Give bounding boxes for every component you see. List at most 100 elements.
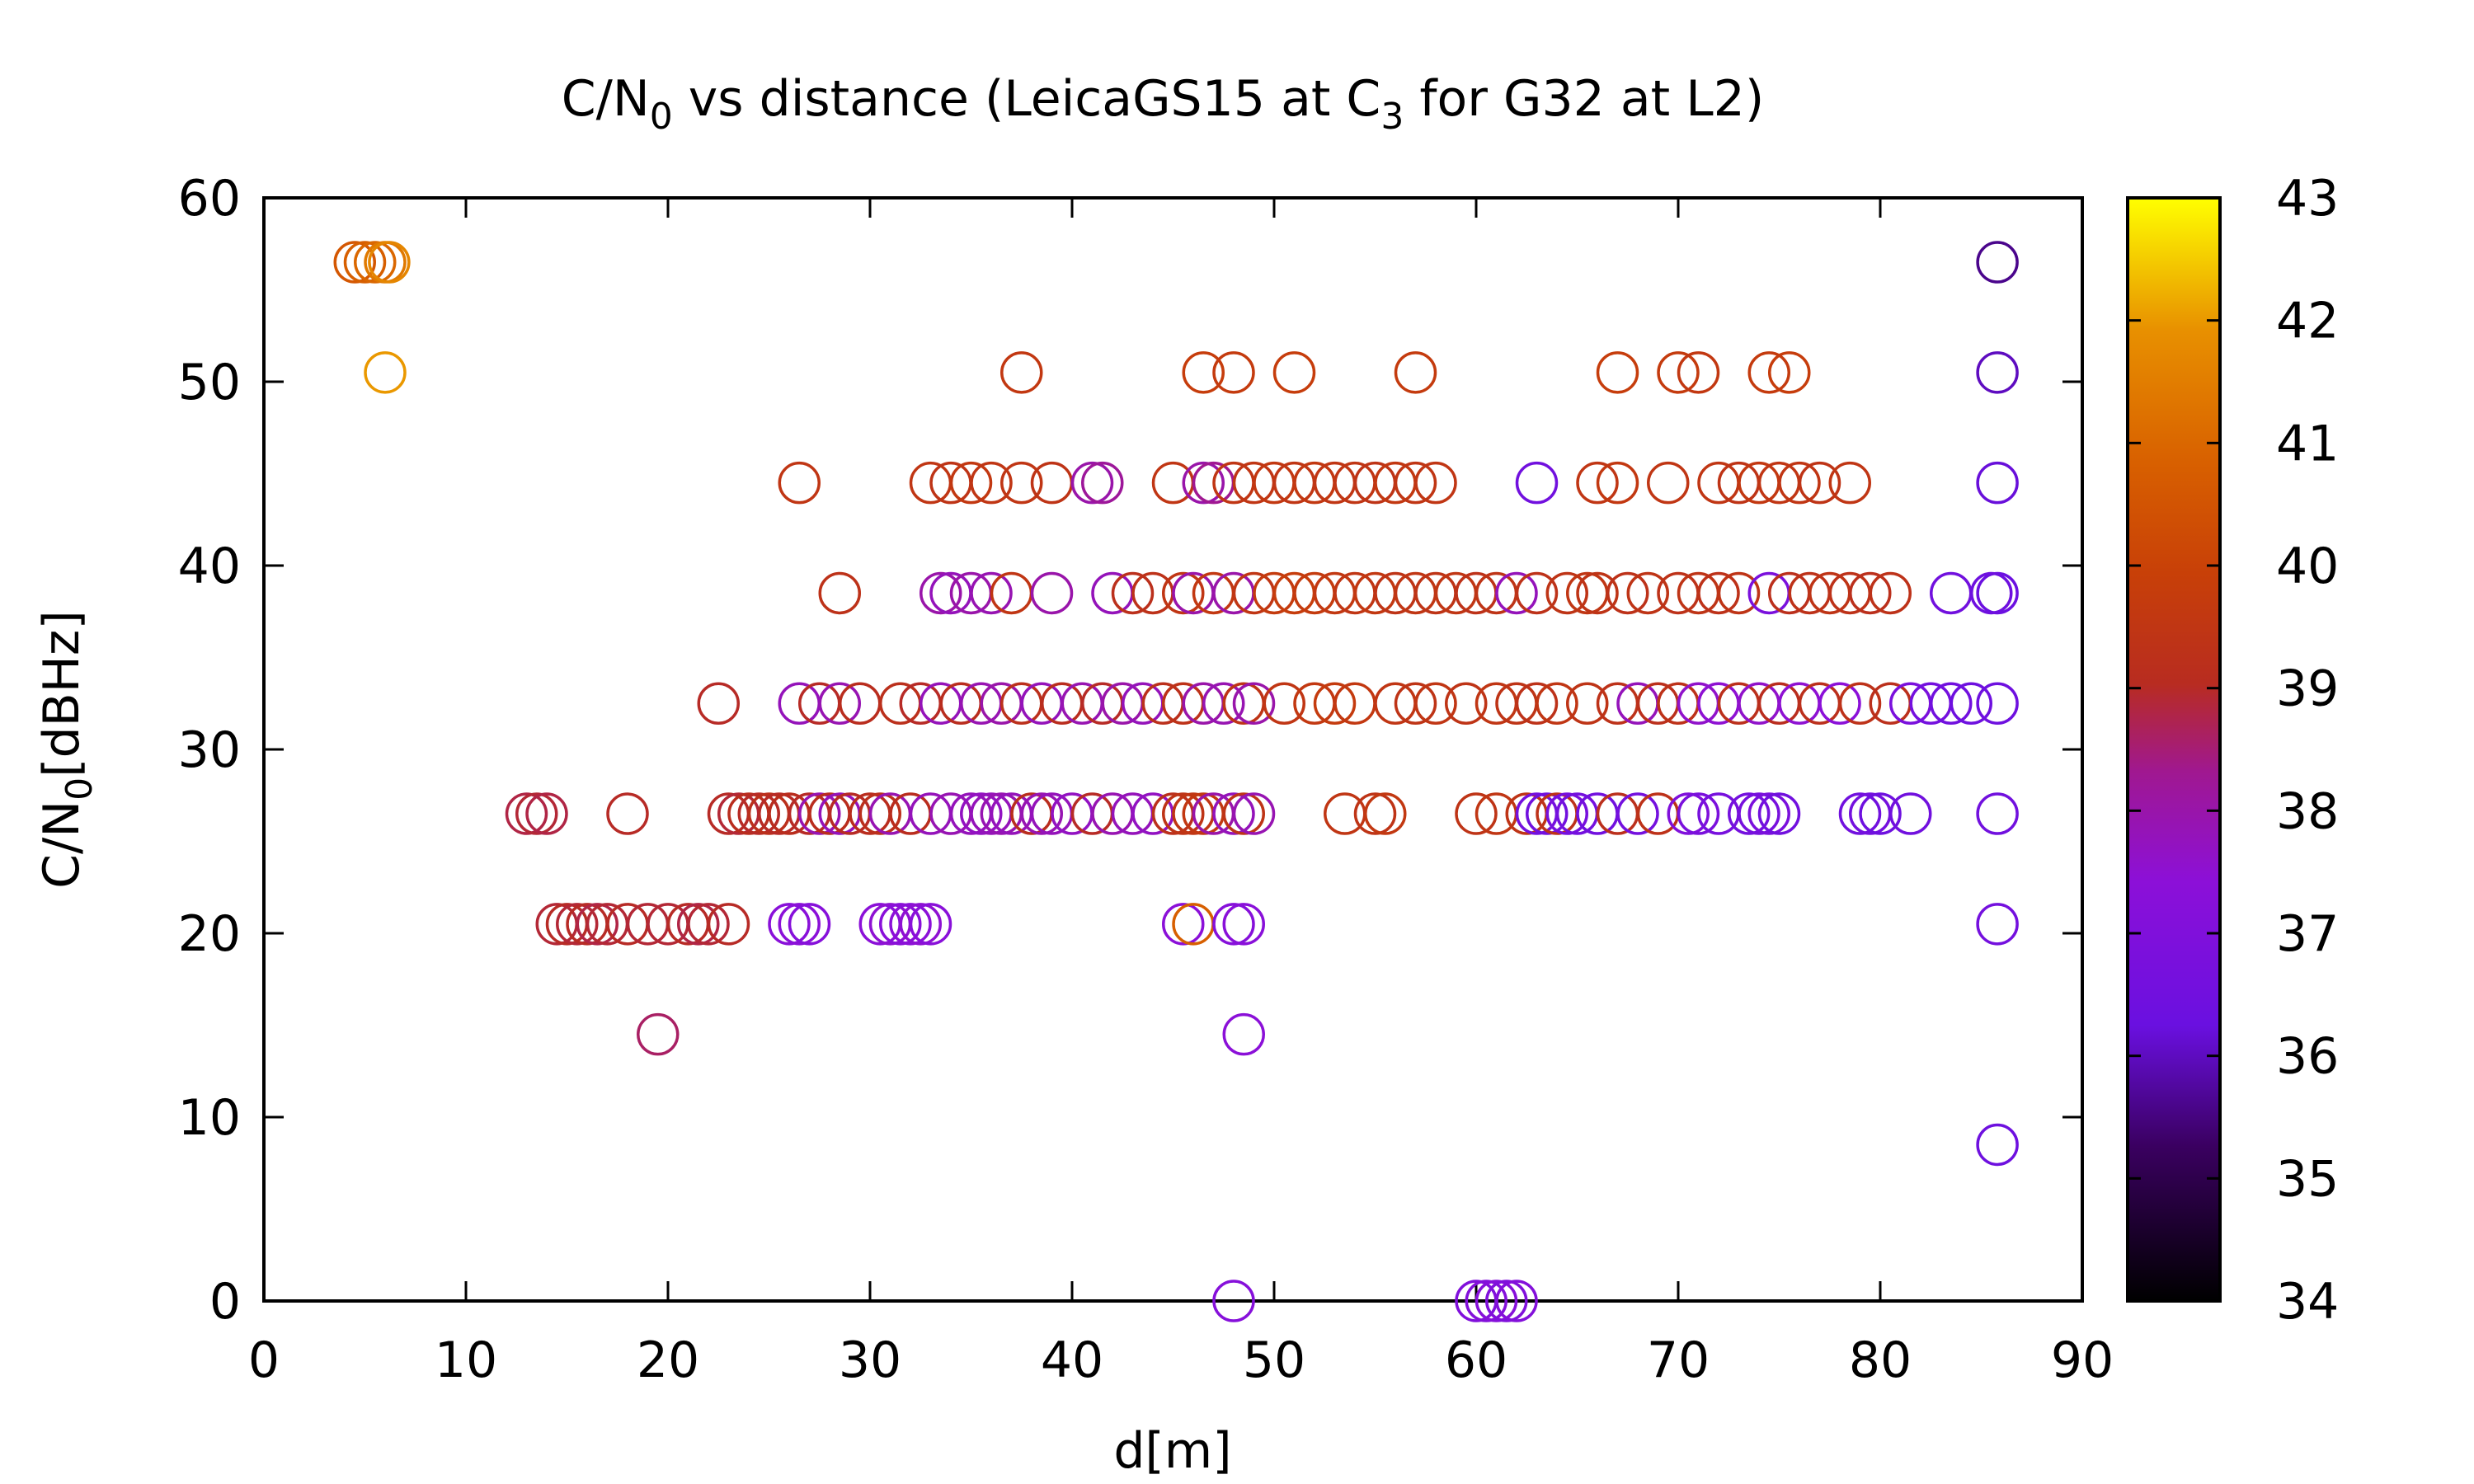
- data-point: [1182, 461, 1225, 505]
- data-point: [889, 903, 932, 946]
- y-axis-title: C/N0[dBHz]: [33, 610, 101, 889]
- data-point: [354, 241, 397, 284]
- data-point: [1728, 792, 1771, 835]
- plot-area: [262, 196, 2084, 1303]
- data-point: [1202, 682, 1245, 725]
- axis-tick-labels: 0 10 20 30 40 50 60 70 80 90 0 10 20 30 40 50 60: [178, 170, 2114, 1389]
- data-point: [1930, 571, 1973, 615]
- colorbar-tick-label: 37: [2276, 905, 2339, 963]
- colorbar-ticks: 34 35 36 37 38 39 40 41 42 43: [2128, 170, 2339, 1331]
- data-point: [1818, 682, 1861, 725]
- data-point: [515, 792, 558, 835]
- x-axis-title: d[m]: [1113, 1422, 1231, 1480]
- data-point: [1414, 461, 1457, 505]
- data-point: [687, 903, 730, 946]
- x-tick-label: 60: [1445, 1331, 1507, 1389]
- data-point: [1566, 682, 1609, 725]
- colorbar-tick-label: 43: [2276, 170, 2339, 228]
- data-point: [1232, 682, 1276, 725]
- data-point: [1677, 792, 1720, 835]
- data-point: [920, 571, 962, 615]
- data-point: [1212, 1280, 1255, 1322]
- axis-ticks: [262, 196, 2084, 1303]
- y-tick-label: 10: [178, 1089, 241, 1147]
- data-point: [1647, 461, 1690, 505]
- data-point: [1667, 792, 1710, 835]
- data-point: [1414, 682, 1457, 725]
- data-point: [1976, 903, 2019, 946]
- data-point: [1272, 351, 1316, 394]
- data-point: [1970, 571, 2013, 615]
- data-point: [1182, 351, 1225, 394]
- data-point: [1768, 351, 1811, 394]
- data-point: [1576, 461, 1619, 505]
- colorbar-tick-label: 36: [2276, 1028, 2339, 1086]
- data-point: [1859, 792, 1902, 835]
- data-point: [1515, 461, 1559, 505]
- x-tick-label: 40: [1041, 1331, 1103, 1389]
- x-tick-label: 80: [1849, 1331, 1912, 1389]
- data-point: [333, 241, 376, 284]
- data-point: [1738, 792, 1780, 835]
- data-point: [677, 903, 720, 946]
- x-tick-label: 50: [1243, 1331, 1305, 1389]
- data-point: [970, 461, 1013, 505]
- data-point: [798, 792, 841, 835]
- data-point: [1394, 351, 1437, 394]
- data-point: [1576, 571, 1619, 615]
- colorbar-tick-label: 39: [2276, 660, 2339, 718]
- data-point: [1677, 351, 1720, 394]
- data-point: [1394, 682, 1437, 725]
- data-point: [1263, 682, 1305, 725]
- data-point: [1950, 682, 1992, 725]
- data-point: [1757, 792, 1801, 835]
- data-point: [1445, 682, 1488, 725]
- data-point: [1212, 351, 1255, 394]
- data-point: [858, 792, 901, 835]
- data-point: [1162, 903, 1205, 946]
- data-point: [368, 241, 411, 284]
- data-point: [1889, 792, 1932, 835]
- data-point: [960, 792, 1003, 835]
- data-point: [1495, 571, 1538, 615]
- data-point: [505, 792, 548, 835]
- data-point: [697, 682, 740, 725]
- data-point: [1222, 903, 1265, 946]
- data-point: [1869, 571, 1912, 615]
- data-point: [364, 351, 407, 394]
- data-point: [1747, 351, 1790, 394]
- data-point: [1162, 571, 1205, 615]
- y-tick-label: 30: [178, 721, 241, 779]
- x-tick-label: 30: [839, 1331, 901, 1389]
- data-point: [1828, 461, 1871, 505]
- data-point: [1475, 1280, 1518, 1322]
- data-point: [1313, 682, 1357, 725]
- data-point: [1976, 241, 2019, 284]
- data-point: [1536, 682, 1578, 725]
- data-point: [1172, 903, 1215, 946]
- data-point: [1212, 903, 1255, 946]
- data-point: [1838, 792, 1882, 835]
- data-point: [1000, 461, 1043, 505]
- data-point: [1747, 792, 1790, 835]
- data-point: [1849, 792, 1892, 835]
- data-point: [1526, 792, 1569, 835]
- data-point: [1717, 571, 1761, 615]
- data-point: [1070, 461, 1114, 505]
- data-point: [1364, 792, 1407, 835]
- data-point: [1657, 351, 1700, 394]
- x-tick-label: 0: [248, 1331, 280, 1389]
- data-point: [343, 241, 387, 284]
- data-point: [1232, 792, 1276, 835]
- data-point: [1976, 682, 2019, 725]
- data-point: [1545, 792, 1588, 835]
- data-point: [1616, 792, 1659, 835]
- chart-title: C/N0 vs distance (LeicaGS15 at C3 for G3…: [562, 70, 1765, 138]
- colorbar: [2126, 196, 2222, 1303]
- data-point: [1976, 792, 2019, 835]
- data-point: [1030, 461, 1074, 505]
- data-point: [1976, 351, 2019, 394]
- data-points: [333, 241, 2019, 1322]
- x-tick-label: 10: [435, 1331, 497, 1389]
- data-point: [1162, 792, 1205, 835]
